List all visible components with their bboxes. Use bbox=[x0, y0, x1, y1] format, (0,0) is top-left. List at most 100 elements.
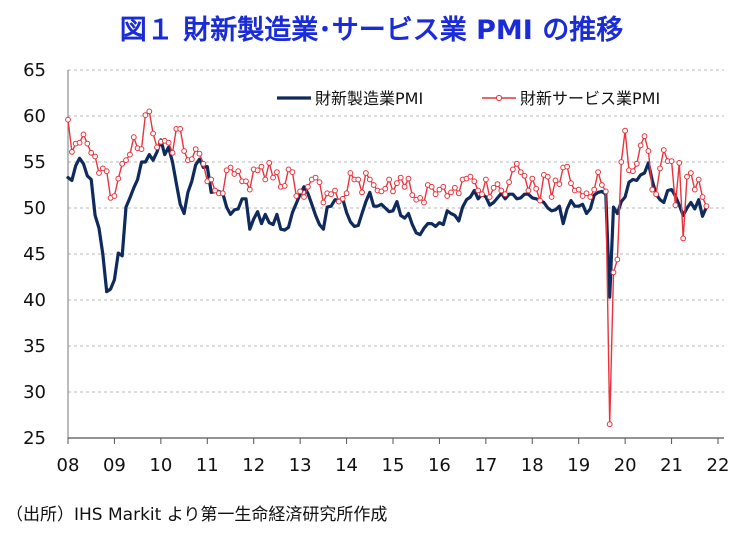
series-1-point bbox=[455, 190, 462, 197]
series-1-point bbox=[436, 186, 443, 193]
series-1-point bbox=[498, 187, 505, 194]
series-1-point bbox=[614, 256, 621, 263]
series-1-point bbox=[359, 189, 365, 196]
series-1-point bbox=[235, 168, 242, 175]
series-1-point bbox=[622, 127, 628, 134]
series-1-point bbox=[366, 176, 373, 183]
series-1-point bbox=[397, 174, 404, 181]
series-1-point bbox=[339, 195, 346, 202]
series-1-point bbox=[610, 269, 617, 276]
y-tick-label-65: 65 bbox=[23, 60, 46, 81]
series-1-point bbox=[657, 165, 663, 172]
y-tick-label-55: 55 bbox=[23, 152, 46, 173]
series-1-point bbox=[417, 195, 424, 201]
series-1-point bbox=[630, 168, 636, 175]
x-tick-label-10: 10 bbox=[149, 455, 172, 476]
series-1-point bbox=[452, 184, 458, 191]
series-1-point bbox=[513, 160, 520, 167]
series-1-point bbox=[633, 160, 640, 167]
series-1-point bbox=[208, 176, 215, 183]
series-1-point bbox=[672, 202, 679, 209]
series-1-point bbox=[332, 187, 338, 194]
series-1-point bbox=[335, 198, 342, 205]
series-1-point bbox=[428, 183, 435, 190]
series-1-point bbox=[119, 160, 126, 167]
x-tick-label-22: 22 bbox=[707, 455, 730, 476]
y-tick-label-40: 40 bbox=[23, 290, 46, 311]
x-tick-label-17: 17 bbox=[474, 455, 497, 476]
y-tick-label-45: 45 bbox=[23, 244, 46, 265]
series-1-point bbox=[386, 176, 393, 183]
series-1-point bbox=[343, 190, 350, 197]
series-1-point bbox=[699, 194, 706, 200]
series-1-point bbox=[517, 169, 524, 176]
series-1-point bbox=[165, 139, 172, 146]
series-1-point bbox=[223, 167, 230, 174]
series-1-point bbox=[262, 176, 269, 183]
series-1-point bbox=[645, 148, 652, 154]
series-1-point bbox=[409, 192, 416, 199]
x-tick-label-13: 13 bbox=[289, 455, 312, 476]
series-1-point bbox=[703, 203, 710, 210]
series-1-point bbox=[69, 149, 75, 155]
series-1-point bbox=[471, 178, 478, 185]
series-1-point bbox=[568, 180, 574, 187]
series-1-point bbox=[691, 186, 698, 193]
series-1-point bbox=[347, 170, 354, 176]
series-1-point bbox=[274, 169, 280, 176]
series-1-point bbox=[126, 151, 133, 158]
series-1-point bbox=[676, 160, 683, 166]
series-1-point bbox=[142, 112, 149, 118]
series-1-point bbox=[467, 173, 474, 180]
series-1-point bbox=[111, 193, 118, 199]
series-1-point bbox=[583, 190, 590, 197]
y-tick-label-35: 35 bbox=[23, 336, 46, 357]
series-1-point bbox=[394, 180, 400, 187]
series-1-point bbox=[618, 159, 625, 165]
series-1-point bbox=[510, 166, 516, 173]
series-1-point bbox=[537, 197, 543, 204]
series-1-point bbox=[84, 140, 91, 147]
series-1-point bbox=[544, 173, 551, 180]
series-1-point bbox=[293, 193, 300, 199]
axes: 25 30 35 40 45 50 55 60 65 08 09 10 11 12 13 14 15 16 17 18… bbox=[23, 60, 729, 476]
series-1-point bbox=[606, 421, 613, 428]
series-1-point bbox=[328, 191, 335, 198]
series-1-point bbox=[88, 149, 95, 156]
series-1-point bbox=[405, 175, 412, 182]
series-1-point bbox=[548, 194, 555, 200]
x-tick-label-15: 15 bbox=[382, 455, 405, 476]
series-1-point bbox=[96, 170, 102, 176]
series-1-point bbox=[243, 178, 249, 185]
series-1-point bbox=[123, 157, 129, 164]
series-1-point bbox=[552, 177, 559, 184]
series-1-point bbox=[316, 179, 323, 186]
series-1-point bbox=[475, 187, 482, 194]
series-1-point bbox=[390, 188, 396, 195]
series-1-point bbox=[529, 175, 536, 182]
series-1-point bbox=[266, 160, 273, 166]
series-1-point bbox=[479, 191, 485, 198]
x-tick-label-18: 18 bbox=[521, 455, 544, 476]
series-1-point bbox=[80, 131, 87, 138]
series-1-point bbox=[219, 190, 226, 197]
series-1-point bbox=[305, 183, 311, 190]
series-1-point bbox=[281, 183, 288, 189]
series-1-point bbox=[579, 193, 586, 199]
series-1-point bbox=[556, 181, 563, 188]
series-1-point bbox=[494, 181, 501, 188]
series-1-point bbox=[130, 134, 137, 141]
series-1-point bbox=[637, 142, 644, 149]
x-tick-label-16: 16 bbox=[428, 455, 451, 476]
series-1-point bbox=[297, 188, 304, 195]
series-1-point bbox=[192, 146, 199, 153]
series-1-point bbox=[525, 187, 532, 194]
series-1-point bbox=[695, 176, 702, 183]
series-1-point bbox=[378, 188, 385, 195]
series-1-point bbox=[146, 108, 153, 115]
series-1-point bbox=[188, 156, 195, 163]
x-tick-label-09: 09 bbox=[103, 455, 126, 476]
series-line-0 bbox=[66, 138, 709, 299]
series-1-point bbox=[92, 153, 98, 160]
series-1-point bbox=[421, 199, 427, 206]
